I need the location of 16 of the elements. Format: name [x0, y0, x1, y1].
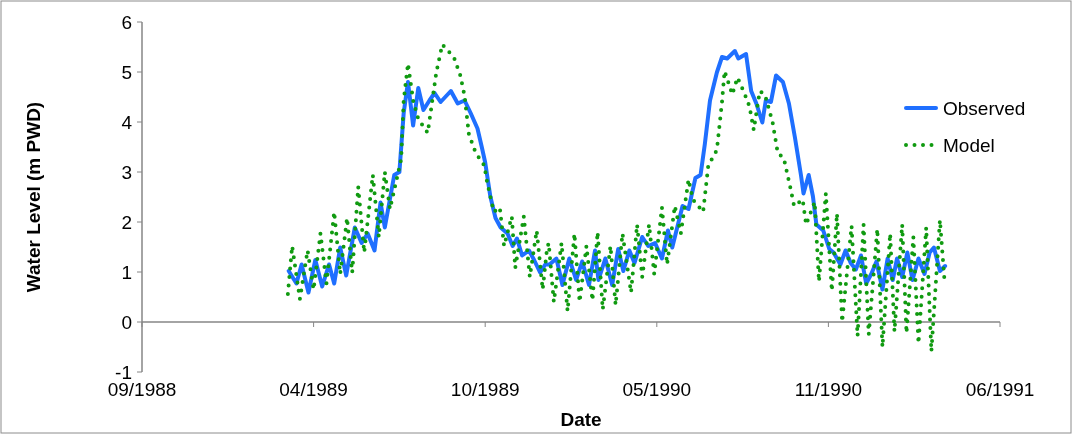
legend-label: Model: [943, 134, 995, 156]
y-tick-label: 0: [121, 311, 132, 333]
y-tick-label: 2: [121, 211, 132, 233]
y-tick-label: 6: [121, 11, 132, 33]
x-axis-title: Date: [560, 409, 602, 430]
y-tick-label: 4: [121, 111, 133, 133]
x-tick-label: 11/1990: [794, 379, 863, 400]
x-tick-label: 10/1989: [450, 379, 520, 400]
x-tick-label: 06/1991: [965, 379, 1035, 400]
y-tick-label: 1: [121, 261, 132, 283]
legend-label: Observed: [943, 97, 1026, 119]
x-tick-label: 05/1990: [622, 379, 692, 400]
y-tick-label: 3: [121, 161, 132, 183]
y-tick-label: 5: [121, 61, 132, 83]
x-tick-label: 04/1989: [279, 379, 348, 400]
y-axis-title: Water Level (m PWD): [23, 101, 44, 293]
